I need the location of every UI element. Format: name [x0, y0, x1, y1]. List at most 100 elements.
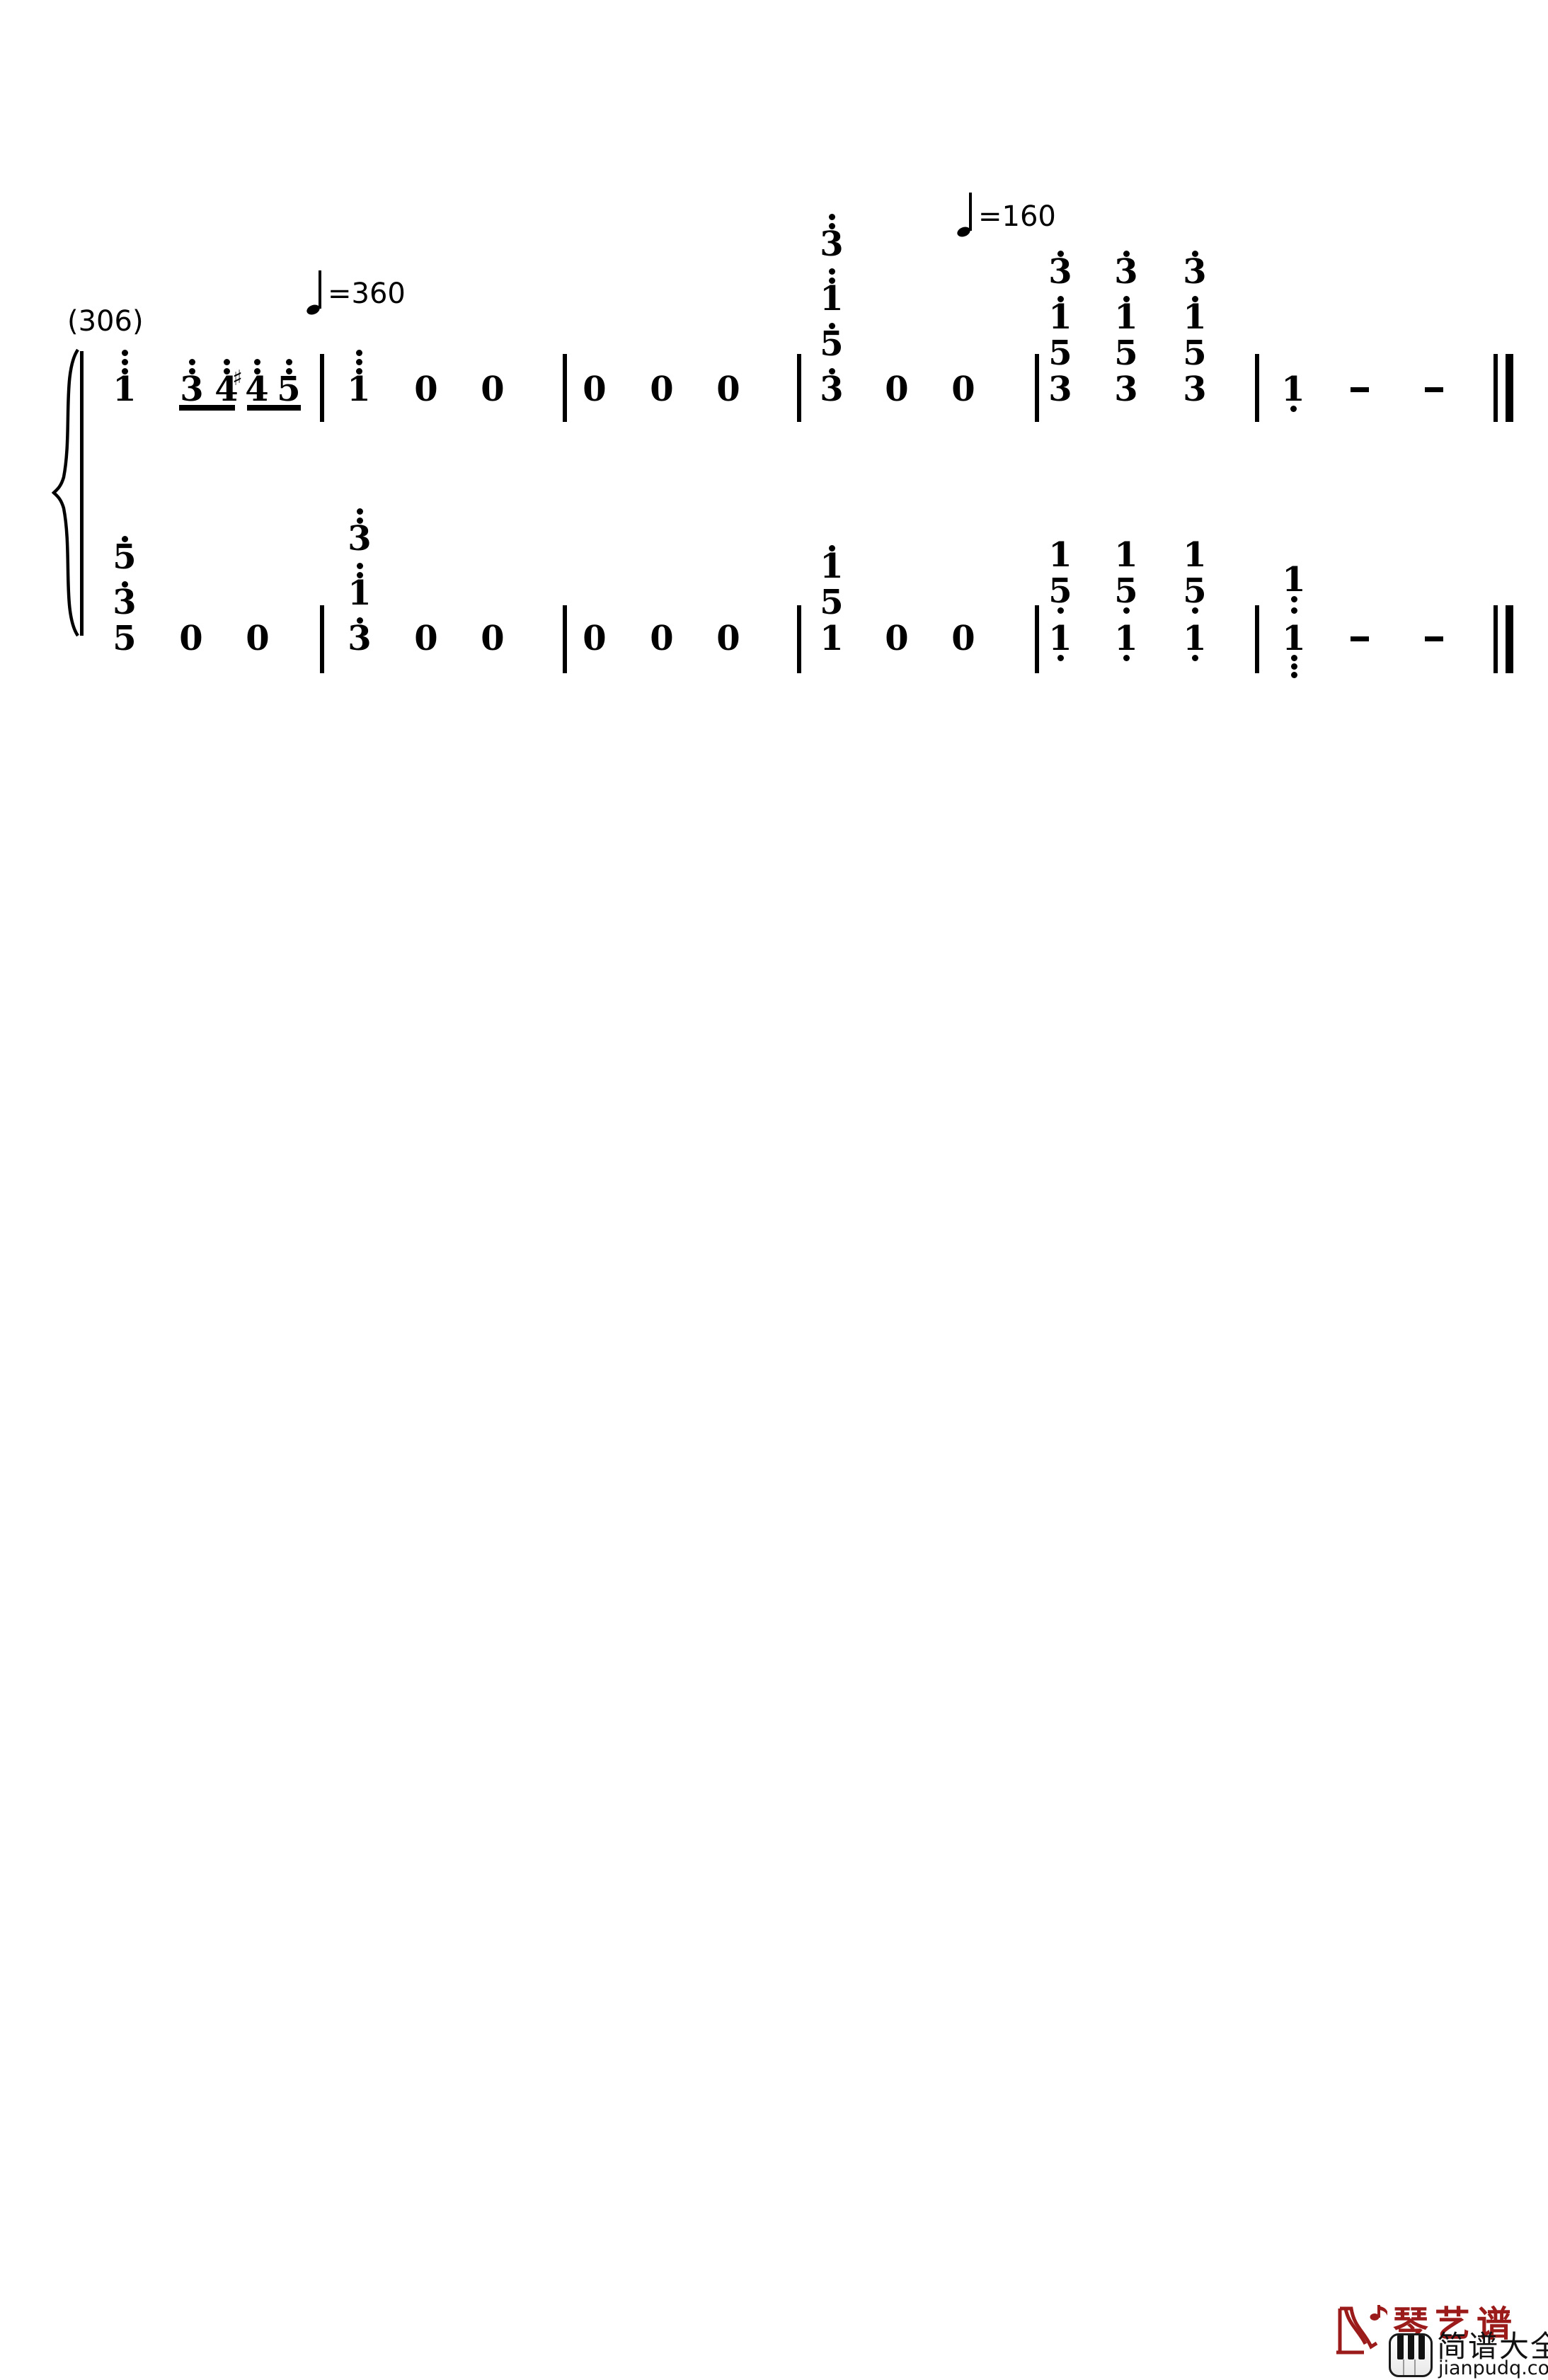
- octave-dot-row: [188, 367, 195, 376]
- dash-column: [1413, 377, 1455, 402]
- octave-dot-row: [356, 516, 363, 525]
- octave-dot: [1191, 296, 1198, 302]
- note-column: 5: [268, 357, 310, 409]
- note-number: 1: [1048, 297, 1072, 337]
- octave-dot: [1290, 406, 1297, 412]
- octave-dot-row: [828, 212, 835, 222]
- note-column: 0: [236, 622, 279, 656]
- final-barline-thick: [1506, 354, 1513, 422]
- note-column: 3 1 3: [338, 507, 381, 656]
- note-number: 3: [1048, 370, 1072, 409]
- dash-column: [1413, 627, 1455, 651]
- octave-dot-row: [285, 367, 292, 376]
- rest-number: 0: [414, 370, 438, 409]
- note-number: 1: [1048, 619, 1072, 658]
- note-column: 0: [405, 370, 447, 409]
- dash: [1413, 627, 1455, 651]
- note-column: 0: [573, 622, 616, 656]
- octave-dot-row: [1057, 249, 1064, 258]
- note-number: 5: [1048, 333, 1072, 373]
- octave-dot: [1123, 655, 1130, 661]
- system-barline: [80, 351, 84, 636]
- note-column: 0: [471, 622, 514, 656]
- rest-number: 0: [885, 619, 909, 658]
- octave-dot: [223, 359, 230, 365]
- octave-dot: [1057, 655, 1064, 661]
- note-column: 1: [338, 348, 380, 409]
- note-number: 5: [277, 370, 301, 409]
- octave-dot: [1123, 251, 1130, 257]
- octave-dot: [1290, 607, 1297, 614]
- rest-number: 0: [951, 619, 975, 658]
- octave-dot: [1123, 296, 1130, 302]
- quarter-note-icon: [305, 270, 323, 317]
- final-barline-thin: [1493, 605, 1498, 673]
- tempo-label: =160: [978, 200, 1056, 233]
- octave-dot-row: [253, 367, 260, 376]
- note-number: 5: [820, 583, 844, 622]
- barline: [797, 354, 801, 422]
- note-stem: [969, 193, 972, 231]
- quarter-note-icon: [956, 193, 974, 239]
- note-stem: [319, 270, 321, 309]
- dash: [1338, 377, 1381, 402]
- note-number: 1: [347, 370, 371, 409]
- note-number: 1: [1114, 297, 1138, 337]
- logo-site-name: 简谱大全: [1437, 2329, 1548, 2364]
- note-number: 3: [1183, 370, 1207, 409]
- beam: [247, 405, 301, 411]
- note-number: 1: [1281, 370, 1305, 409]
- tempo-label: =360: [328, 278, 406, 310]
- octave-dot: [285, 368, 292, 374]
- note-number: 3: [1048, 252, 1072, 292]
- octave-dot-row: [1123, 606, 1130, 615]
- octave-dot: [828, 323, 835, 329]
- octave-dot-row: [121, 367, 128, 376]
- octave-dot: [1057, 251, 1064, 257]
- octave-dot: [121, 350, 128, 356]
- dash-bar: [1425, 387, 1443, 392]
- dash-bar: [1351, 636, 1369, 641]
- measure-number: (306): [67, 305, 144, 338]
- note-number: 1: [820, 279, 844, 319]
- barline: [1255, 354, 1259, 422]
- note-number: 1: [1114, 535, 1138, 575]
- barline: [797, 605, 801, 673]
- octave-dot-row: [1191, 655, 1198, 661]
- piano-outline-icon: [1336, 2305, 1387, 2355]
- note-number: 1: [1048, 535, 1072, 575]
- octave-dot-row: [356, 561, 363, 571]
- note-number: 5: [1183, 571, 1207, 611]
- note-number: 3: [1114, 370, 1138, 409]
- octave-dot: [355, 359, 362, 365]
- octave-dot-row: [1290, 595, 1297, 604]
- octave-dot: [1191, 607, 1198, 614]
- octave-dot-row: [828, 276, 835, 285]
- note-number: 4 ♯: [232, 366, 269, 409]
- note-number: 1: [820, 547, 844, 586]
- rest-number: 0: [716, 619, 740, 658]
- note-number: 3: [820, 370, 844, 409]
- note-column: 0: [641, 622, 683, 656]
- octave-dot-row: [121, 357, 128, 367]
- dash-column: [1338, 377, 1381, 402]
- octave-dot-row: [1191, 249, 1198, 258]
- barline: [1035, 605, 1039, 673]
- octave-dot: [828, 368, 835, 374]
- octave-dot: [1123, 607, 1130, 614]
- octave-dot: [1290, 655, 1297, 661]
- final-barline-thin: [1493, 354, 1498, 422]
- octave-dot: [223, 368, 230, 374]
- rest-number: 0: [179, 619, 203, 658]
- octave-dot-row: [188, 357, 195, 367]
- octave-dot-row: [121, 580, 128, 589]
- dash-bar: [1351, 387, 1369, 392]
- octave-dot-row: [355, 348, 362, 357]
- octave-dot: [253, 359, 260, 365]
- octave-dot-row: [1123, 655, 1130, 661]
